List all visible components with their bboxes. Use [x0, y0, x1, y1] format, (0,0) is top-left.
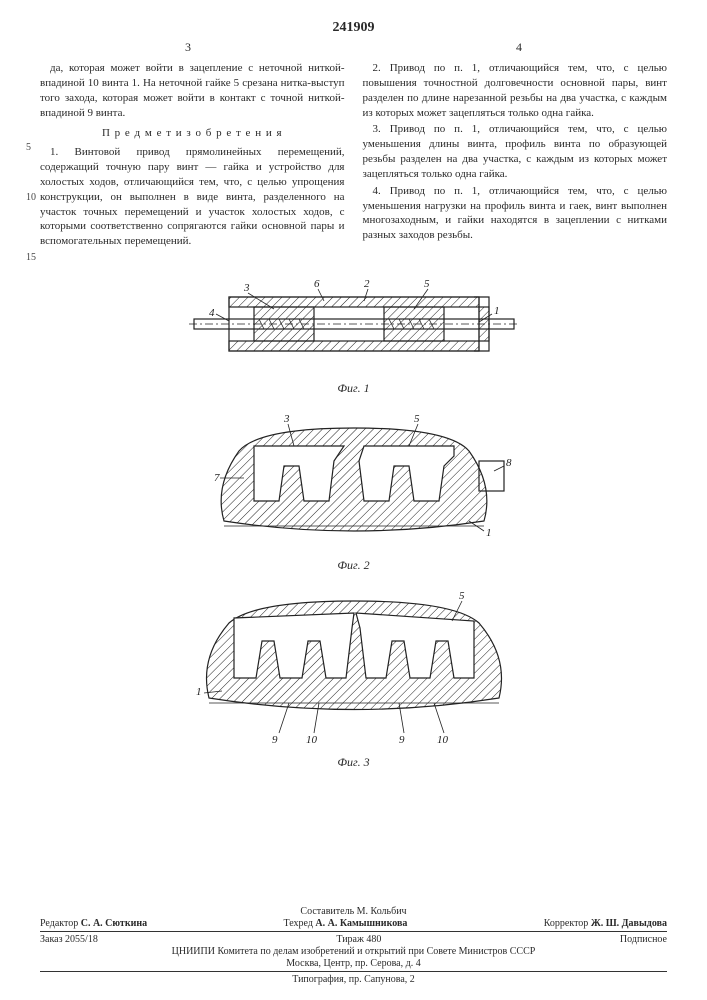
line-number-5: 5 — [26, 141, 31, 155]
committee-line: ЦНИИПИ Комитета по делам изобретений и о… — [40, 946, 667, 957]
claim-2: 2. Привод по п. 1, отличающийся тем, что… — [363, 61, 668, 120]
footer-rule-1 — [40, 931, 667, 932]
line-number-10: 10 — [26, 191, 36, 205]
fig3-label-9b: 9 — [399, 734, 405, 746]
address-line: Москва, Центр, пр. Серова, д. 4 — [40, 958, 667, 969]
fig1-caption: Фиг. 1 — [40, 381, 667, 396]
right-column: 2. Привод по п. 1, отличающийся тем, что… — [363, 61, 668, 251]
fig3-label-10a: 10 — [306, 734, 318, 746]
line-number-15: 15 — [26, 251, 36, 265]
fig1-label-1: 1 — [494, 305, 500, 317]
claim-1: 1. Винтовой привод прямолинейных перемещ… — [40, 145, 345, 249]
figure-1: 4 3 6 2 5 1 — [174, 269, 534, 379]
fig2-label-5: 5 — [414, 413, 420, 425]
compiler-line: Составитель М. Кольбич — [40, 906, 667, 917]
claim-3: 3. Привод по п. 1, отличающийся тем, что… — [363, 122, 668, 181]
fig1-label-4: 4 — [209, 307, 215, 319]
footer-rule-2 — [40, 971, 667, 972]
credits-row: Редактор С. А. Сюткина Техред А. А. Камы… — [40, 918, 667, 929]
patent-number: 241909 — [40, 20, 667, 36]
fig2-label-1: 1 — [486, 527, 492, 539]
fig3-label-5: 5 — [459, 590, 465, 602]
order-number: Заказ 2055/18 — [40, 934, 98, 945]
column-numbers: 3 4 — [40, 40, 667, 55]
fig3-label-1: 1 — [196, 686, 202, 698]
fig3-label-9a: 9 — [272, 734, 278, 746]
fig1-label-2: 2 — [364, 278, 370, 290]
text-columns: 5 10 15 да, которая может войти в зацепл… — [40, 61, 667, 251]
col-num-right: 4 — [516, 40, 522, 55]
techred: Техред А. А. Камышникова — [283, 918, 407, 929]
left-column: 5 10 15 да, которая может войти в зацепл… — [40, 61, 345, 251]
fig1-label-6: 6 — [314, 278, 320, 290]
fig2-caption: Фиг. 2 — [40, 558, 667, 573]
fig3-caption: Фиг. 3 — [40, 755, 667, 770]
circulation: Тираж 480 — [336, 934, 381, 945]
claim-4: 4. Привод по п. 1, отличающийся тем, что… — [363, 184, 668, 243]
fig2-label-3: 3 — [283, 413, 290, 425]
intro-paragraph: да, которая может войти в зацепление с н… — [40, 61, 345, 120]
editor: Редактор С. А. Сюткина — [40, 918, 147, 929]
fig1-label-3: 3 — [243, 282, 250, 294]
fig1-label-5: 5 — [424, 278, 430, 290]
fig2-label-7: 7 — [214, 472, 220, 484]
subscription: Подписное — [620, 934, 667, 945]
fig2-label-8: 8 — [506, 457, 512, 469]
section-title: П р е д м е т и з о б р е т е н и я — [40, 126, 345, 141]
figures-block: 4 3 6 2 5 1 Фиг. 1 — [40, 269, 667, 770]
fig3-label-10b: 10 — [437, 734, 449, 746]
col-num-left: 3 — [185, 40, 191, 55]
figure-2: 7 3 5 8 1 — [184, 406, 524, 556]
corrector: Корректор Ж. Ш. Давыдова — [544, 918, 667, 929]
order-row: Заказ 2055/18 Тираж 480 Подписное — [40, 934, 667, 945]
footer: Составитель М. Кольбич Редактор С. А. Сю… — [40, 905, 667, 986]
typography-line: Типография, пр. Сапунова, 2 — [40, 974, 667, 985]
patent-page: 241909 3 4 5 10 15 да, которая может вой… — [0, 0, 707, 1000]
figure-3: 1 5 9 10 9 10 — [174, 583, 534, 753]
